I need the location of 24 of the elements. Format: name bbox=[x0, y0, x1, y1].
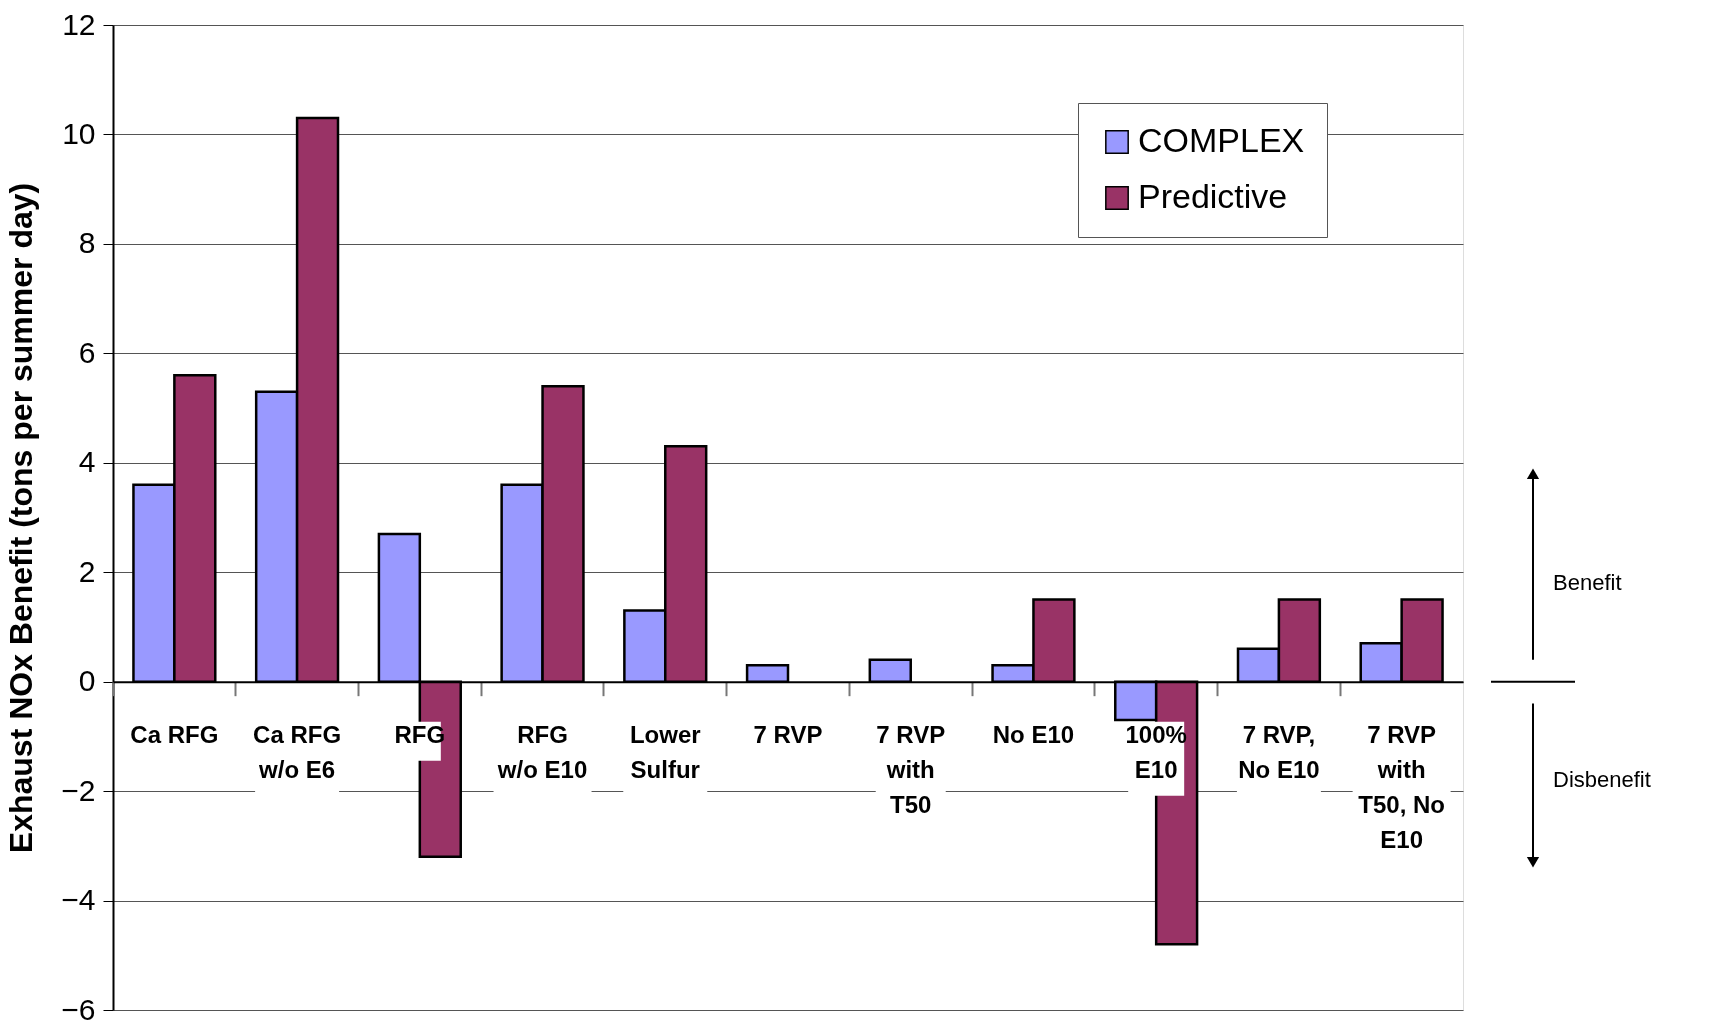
y-tick-label: 10 bbox=[62, 116, 96, 150]
y-tick-label: 2 bbox=[78, 554, 96, 588]
y-axis-title: Exhaust NOx Benefit (tons per summer day) bbox=[3, 182, 40, 854]
y-tick-label: 0 bbox=[78, 664, 96, 698]
x-tick-label: No E10 bbox=[992, 721, 1075, 749]
x-tick-label: 7 RVP bbox=[753, 721, 823, 749]
y-tick-label: 12 bbox=[62, 7, 96, 41]
y-tick-label: 8 bbox=[78, 226, 96, 260]
y-tick-label: −6 bbox=[61, 992, 96, 1026]
y-tick-label: −4 bbox=[61, 883, 96, 917]
y-tick-label: 6 bbox=[78, 335, 96, 369]
text: Benefit bbox=[1553, 570, 1622, 596]
x-tick-label: Ca RFG w/o E6 bbox=[253, 721, 342, 784]
legend-label: COMPLEX bbox=[1138, 121, 1305, 159]
y-tick-label: −2 bbox=[61, 773, 96, 807]
x-tick-label: Lower Sulfur bbox=[629, 721, 701, 784]
x-tick-label: RFG w/o E10 bbox=[496, 721, 588, 784]
x-tick-label: 7 RVP with T50, No E10 bbox=[1358, 721, 1445, 854]
text: Disbenefit bbox=[1553, 767, 1651, 793]
legend-label: Predictive bbox=[1138, 177, 1288, 215]
y-tick-label: 4 bbox=[78, 445, 96, 479]
x-tick-label: 7 RVP with T50 bbox=[876, 721, 946, 819]
x-tick-label: Ca RFG bbox=[130, 721, 219, 749]
x-tick-label: 7 RVP, No E10 bbox=[1238, 721, 1320, 784]
